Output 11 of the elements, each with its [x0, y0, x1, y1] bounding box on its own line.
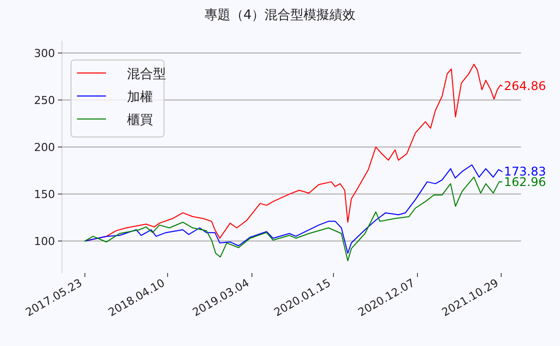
title: 專題（4）混合型模擬績效	[204, 8, 356, 23]
legend-label: 櫃買	[127, 113, 153, 128]
y-tick-label: 300	[34, 47, 55, 60]
legend-label: 混合型	[127, 67, 166, 82]
y-tick-label: 150	[34, 188, 55, 202]
legend-label: 加權	[127, 90, 153, 105]
annotation: 264.86	[504, 79, 546, 94]
y-tick-label: 200	[34, 141, 55, 154]
y-tick-label: 100	[34, 235, 55, 248]
annotation: 162.96	[504, 174, 546, 189]
y-tick-label: 250	[34, 94, 55, 108]
